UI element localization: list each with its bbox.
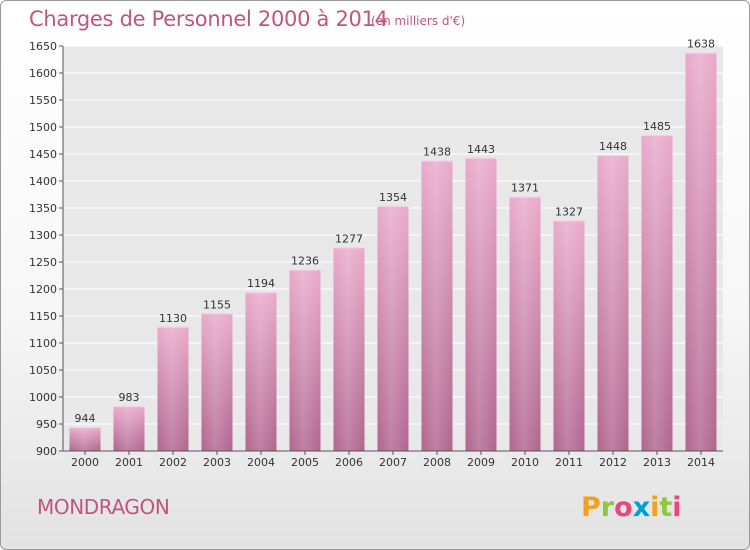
x-tick-label: 2006 [335, 456, 363, 469]
logo-letter: i [650, 491, 660, 523]
x-tick-label: 2010 [511, 456, 539, 469]
commune-name: MONDRAGON [37, 495, 170, 519]
bar-shine-2014 [685, 52, 717, 451]
value-label-2010: 1371 [511, 182, 539, 195]
y-tick-label: 900 [36, 445, 57, 458]
logo-letter: i [672, 491, 682, 523]
logo-letter: x [632, 491, 651, 523]
y-tick-label: 1450 [29, 148, 57, 161]
x-tick-label: 2012 [599, 456, 627, 469]
bar-shine-2002 [157, 326, 189, 451]
value-label-2011: 1327 [555, 205, 583, 218]
axes: 900 950 1000 1050 1100 1150 1200 1250 1300 1350 14… [29, 40, 723, 469]
value-label-2007: 1354 [379, 191, 407, 204]
bar-shine-2010 [509, 196, 541, 451]
bar-shine-2009 [465, 157, 497, 451]
bar-shine-2012 [597, 155, 629, 451]
logo-letter: t [659, 491, 673, 523]
y-tick-label: 1150 [29, 310, 57, 323]
y-tick-label: 950 [36, 418, 57, 431]
x-tick-label: 2000 [71, 456, 99, 469]
value-label-2004: 1194 [247, 277, 275, 290]
y-tick-label: 1300 [29, 229, 57, 242]
value-label-2000: 944 [75, 412, 96, 425]
x-tick-label: 2007 [379, 456, 407, 469]
x-tick-label: 2001 [115, 456, 143, 469]
bars: 944 983 1130 1155 1194 1236 1277 1354 1438 1443 13… [69, 37, 717, 452]
bar-shine-2003 [201, 313, 233, 451]
bar-shine-2001 [113, 406, 145, 451]
bar-shine-2000 [69, 427, 101, 451]
y-tick-label: 1050 [29, 364, 57, 377]
value-label-2009: 1443 [467, 143, 495, 156]
y-tick-label: 1250 [29, 256, 57, 269]
y-tick-label: 1400 [29, 175, 57, 188]
value-label-2003: 1155 [203, 298, 231, 311]
bar-shine-2011 [553, 220, 585, 451]
x-tick-label: 2002 [159, 456, 187, 469]
chart-title: Charges de Personnel 2000 à 2014 [29, 7, 388, 31]
y-tick-label: 1650 [29, 40, 57, 53]
value-label-2013: 1485 [643, 120, 671, 133]
value-label-2014: 1638 [687, 37, 715, 50]
bar-shine-2008 [421, 160, 453, 452]
chart-unit-label: (en milliers d'€) [371, 14, 466, 28]
x-tick-label: 2005 [291, 456, 319, 469]
bar-shine-2005 [289, 269, 321, 451]
logo-letter: r [600, 491, 615, 523]
value-label-2001: 983 [119, 391, 140, 404]
y-tick-label: 1100 [29, 337, 57, 350]
value-label-2002: 1130 [159, 312, 187, 325]
logo-letter: o [614, 491, 633, 523]
bar-shine-2004 [245, 292, 277, 451]
value-label-2012: 1448 [599, 140, 627, 153]
value-label-2005: 1236 [291, 255, 319, 268]
bar-shine-2007 [377, 205, 409, 451]
x-tick-label: 2009 [467, 456, 495, 469]
x-tick-label: 2003 [203, 456, 231, 469]
bar-shine-2013 [641, 135, 673, 451]
x-tick-label: 2008 [423, 456, 451, 469]
x-tick-label: 2004 [247, 456, 275, 469]
y-tick-label: 1200 [29, 283, 57, 296]
bar-shine-2006 [333, 247, 365, 451]
value-label-2006: 1277 [335, 232, 363, 245]
x-tick-label: 2014 [687, 456, 715, 469]
x-tick-label: 2011 [555, 456, 583, 469]
y-tick-label: 1000 [29, 391, 57, 404]
y-tick-label: 1350 [29, 202, 57, 215]
y-tick-label: 1500 [29, 121, 57, 134]
y-tick-label: 1600 [29, 67, 57, 80]
value-label-2008: 1438 [423, 145, 451, 158]
logo-letter: P [581, 491, 601, 523]
x-tick-label: 2013 [643, 456, 671, 469]
y-tick-label: 1550 [29, 94, 57, 107]
